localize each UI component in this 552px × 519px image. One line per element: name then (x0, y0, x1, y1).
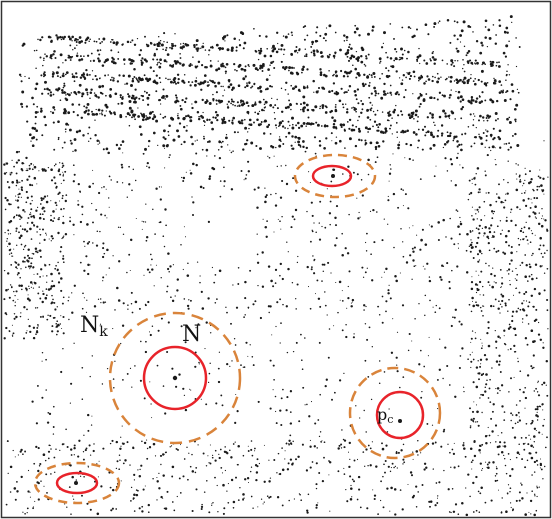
inner-neighborhood-circle (55, 471, 99, 495)
query-point (398, 419, 402, 423)
query-point (74, 481, 78, 485)
outer-neighborhood-circle (348, 366, 442, 460)
outer-neighborhood-label: Nk (80, 313, 108, 340)
point-cloud (3, 15, 549, 517)
neighborhood-top (293, 153, 377, 199)
point-label: pc (377, 405, 393, 426)
outer-neighborhood-label-sub: k (99, 324, 108, 340)
point-label-main: p (377, 405, 387, 424)
inner-neighborhood-circle (311, 164, 353, 188)
inner-neighborhood-label: N (182, 322, 201, 347)
outer-neighborhood-circle (33, 461, 121, 505)
inner-neighborhood-circle (142, 345, 208, 411)
query-point (172, 375, 178, 381)
outer-neighborhood-circle (293, 153, 377, 199)
query-point (331, 174, 335, 178)
neighborhood-bottom (33, 461, 121, 505)
point-label-sub: c (387, 413, 393, 426)
neighborhood-right: pc (348, 366, 442, 460)
outer-neighborhood-circle (108, 311, 242, 445)
inner-neighborhood-circle (375, 390, 425, 440)
neighborhood-main: Nk N (80, 311, 242, 445)
outer-neighborhood-label-main: N (80, 313, 99, 338)
